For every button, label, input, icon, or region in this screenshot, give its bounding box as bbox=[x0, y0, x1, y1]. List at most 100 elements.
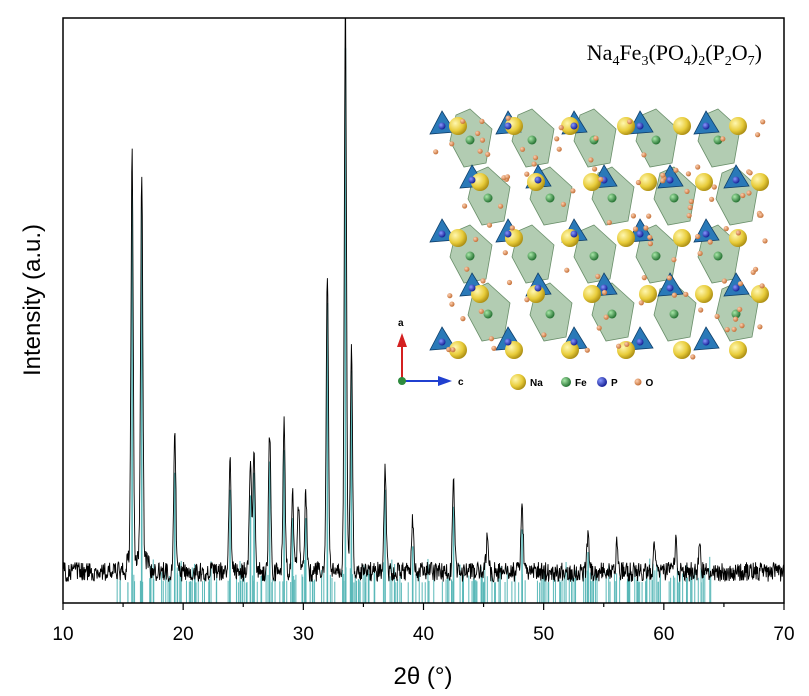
o-atom bbox=[498, 203, 504, 209]
o-atom bbox=[554, 136, 560, 142]
x-axis-ticks: 10 20 30 40 50 60 70 bbox=[52, 603, 795, 645]
p-atom bbox=[468, 176, 476, 184]
o-atom bbox=[524, 297, 530, 303]
o-atom bbox=[449, 301, 455, 307]
o-atom bbox=[433, 149, 439, 155]
o-atom bbox=[502, 250, 508, 256]
o-atom bbox=[624, 341, 630, 347]
fe-atom bbox=[465, 251, 475, 261]
na-atom bbox=[471, 285, 489, 303]
fe-atom bbox=[607, 309, 617, 319]
o-atom bbox=[747, 170, 753, 176]
a-axis-arrowhead bbox=[397, 333, 407, 347]
o-atom bbox=[558, 125, 564, 131]
p-tetrahedron bbox=[429, 218, 456, 243]
legend-label-fe: Fe bbox=[575, 378, 587, 389]
p-atom bbox=[504, 230, 512, 238]
fe-atom bbox=[651, 251, 661, 261]
o-atom bbox=[666, 275, 673, 281]
compound-formula: Na4Fe3(PO4)2(P2O7) bbox=[587, 40, 762, 69]
o-atom bbox=[616, 343, 622, 349]
p-atom bbox=[732, 176, 740, 184]
o-atom bbox=[758, 212, 764, 218]
o-atom bbox=[596, 325, 602, 331]
na-atom bbox=[505, 117, 523, 135]
o-atom bbox=[688, 198, 694, 205]
o-atom bbox=[446, 346, 452, 353]
o-atom bbox=[479, 118, 485, 124]
o-atom bbox=[475, 130, 481, 136]
o-atom bbox=[697, 250, 703, 256]
o-atom bbox=[683, 291, 689, 297]
p-tetrahedron bbox=[429, 110, 456, 135]
o-atom bbox=[724, 327, 730, 333]
observed-pattern bbox=[63, 18, 784, 583]
o-atom bbox=[731, 326, 737, 332]
y-axis-title: Intensity (a.u.) bbox=[19, 224, 46, 376]
o-atom bbox=[588, 157, 594, 163]
na-atom bbox=[561, 341, 579, 359]
o-atom bbox=[709, 196, 715, 202]
o-atom bbox=[746, 190, 752, 196]
p-atom bbox=[570, 230, 578, 238]
x-tick-label: 30 bbox=[293, 624, 314, 645]
crystal-axes: a c bbox=[397, 318, 464, 388]
fe-atom bbox=[589, 251, 599, 261]
o-atom bbox=[460, 316, 466, 322]
na-atom bbox=[673, 117, 691, 135]
o-atom bbox=[690, 354, 696, 360]
o-atom bbox=[491, 345, 497, 351]
o-atom bbox=[695, 164, 701, 170]
o-atom bbox=[449, 141, 455, 147]
o-atom bbox=[671, 257, 677, 263]
o-atom bbox=[684, 188, 690, 194]
o-atom bbox=[473, 236, 479, 242]
o-atom bbox=[488, 336, 494, 342]
o-atom bbox=[564, 267, 570, 273]
x-tick-label: 60 bbox=[653, 624, 674, 645]
fe-atom bbox=[731, 309, 741, 319]
o-atom bbox=[506, 279, 513, 286]
fe-atom bbox=[545, 309, 555, 319]
na-atom bbox=[449, 341, 467, 359]
o-atom bbox=[462, 203, 468, 209]
o-atom bbox=[641, 275, 647, 281]
o-atom bbox=[757, 324, 763, 330]
p-atom bbox=[666, 176, 674, 184]
atom-legend: Na Fe P O bbox=[510, 374, 654, 390]
c-axis-arrowhead bbox=[438, 376, 452, 386]
o-atom bbox=[560, 201, 567, 207]
fe-atom bbox=[607, 193, 617, 203]
o-atom bbox=[660, 178, 666, 184]
na-atom bbox=[673, 341, 691, 359]
o-atom bbox=[647, 241, 654, 247]
p-atom bbox=[636, 338, 644, 346]
o-atom bbox=[755, 132, 761, 138]
p-tetrahedron bbox=[627, 326, 654, 351]
o-atom bbox=[759, 283, 765, 289]
legend-swatch-na bbox=[510, 374, 526, 390]
p-atom bbox=[702, 338, 710, 346]
na-atom bbox=[751, 285, 769, 303]
atoms bbox=[433, 115, 769, 360]
na-atom bbox=[617, 229, 635, 247]
fe-atom bbox=[713, 251, 723, 261]
fe-atom bbox=[669, 193, 679, 203]
fe-atom bbox=[527, 251, 537, 261]
p-atom bbox=[702, 122, 710, 130]
fe-atom bbox=[731, 193, 741, 203]
p-atom bbox=[570, 338, 578, 346]
o-atom bbox=[627, 119, 633, 125]
p-atom bbox=[504, 122, 512, 130]
o-atom bbox=[478, 308, 484, 314]
p-atom bbox=[438, 230, 446, 238]
x-tick-label: 20 bbox=[173, 624, 194, 645]
p-tetrahedron bbox=[657, 272, 684, 297]
p-tetrahedron bbox=[693, 110, 720, 135]
o-atom bbox=[646, 213, 652, 219]
o-atom bbox=[570, 188, 576, 194]
legend-label-na: Na bbox=[530, 378, 543, 389]
o-atom bbox=[695, 233, 701, 240]
na-atom bbox=[449, 229, 467, 247]
o-atom bbox=[643, 225, 649, 231]
